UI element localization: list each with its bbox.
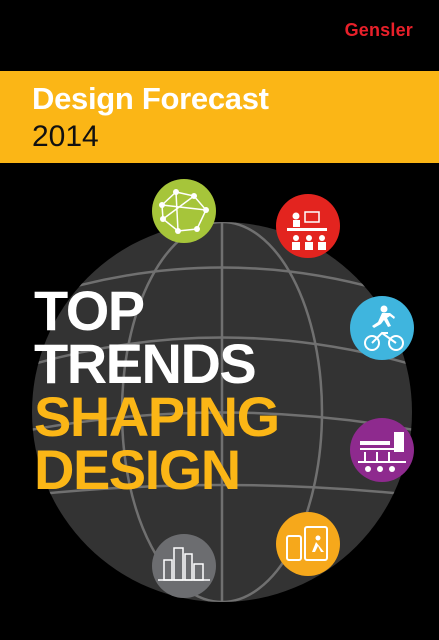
title-banner: Design Forecast 2014 [0,71,439,163]
gensler-logo: Gensler [344,20,413,40]
banner-year: 2014 [32,120,99,153]
headline-line-1: TOP [34,279,145,342]
headline-line-4: DESIGN [34,438,241,501]
globe-gridlines [32,222,412,602]
headline-line-3: SHAPING [34,385,280,448]
meeting-icon [276,194,340,258]
retail-street-icon [350,418,414,482]
headline: TOP TRENDS SHAPING DESIGN [34,279,280,501]
running-cyclist-icon [350,296,414,360]
banner-title: Design Forecast [32,81,269,116]
network-people-icon [152,179,216,243]
city-skyline-icon [152,534,216,598]
headline-line-2: TRENDS [34,332,257,395]
mobile-devices-icon [276,512,340,576]
